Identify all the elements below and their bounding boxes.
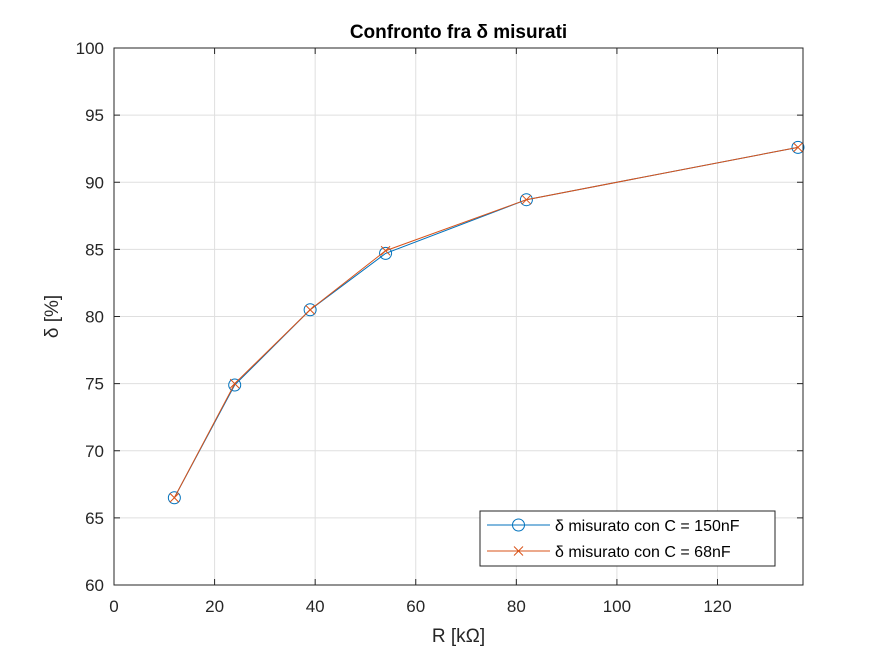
- y-tick-label: 70: [85, 442, 104, 461]
- data-point: [228, 378, 242, 392]
- series-layer: [167, 140, 805, 505]
- legend-label: δ misurato con C = 68nF: [555, 544, 731, 561]
- legend-label: δ misurato con C = 150nF: [555, 518, 740, 535]
- data-point: [519, 193, 533, 207]
- y-axis-title: δ [%]: [42, 295, 63, 338]
- data-point: [305, 304, 315, 315]
- x-tick-label: 120: [703, 597, 731, 616]
- x-tick-label: 60: [406, 597, 425, 616]
- y-tick-label: 90: [85, 173, 104, 192]
- data-point: [521, 194, 532, 205]
- y-tick-label: 85: [85, 240, 104, 259]
- data-point: [380, 245, 391, 256]
- chart-title: Confronto fra δ misurati: [350, 22, 567, 43]
- y-tick-label: 60: [85, 576, 104, 595]
- legend-marker: [512, 518, 525, 532]
- y-tick-label: 100: [76, 39, 104, 58]
- x-tick-label: 100: [603, 597, 631, 616]
- legend-item-1: δ misurato con C = 150nF: [487, 518, 740, 535]
- legend-box: [479, 510, 776, 567]
- x-axis-title: R [kΩ]: [432, 626, 485, 647]
- legend-marker: [513, 546, 524, 556]
- legend: δ misurato con C = 150nF δ misurato con C…: [479, 510, 776, 567]
- data-point: [791, 140, 805, 154]
- data-point: [793, 142, 803, 153]
- x-tick-label: 0: [109, 597, 118, 616]
- data-point: [167, 491, 181, 505]
- y-tick-label: 95: [85, 106, 104, 125]
- y-tick-label: 75: [85, 375, 104, 394]
- x-tick-label: 80: [507, 597, 526, 616]
- ticks: 0 20 40 60 80 100 120 60 65 70 75 80 85 90 95 100: [76, 39, 803, 616]
- y-tick-label: 65: [85, 509, 104, 528]
- x-tick-label: 40: [306, 597, 325, 616]
- data-point: [379, 246, 393, 260]
- series-2: [169, 142, 803, 503]
- data-point: [169, 492, 180, 503]
- data-point: [229, 378, 240, 389]
- x-tick-label: 20: [205, 597, 224, 616]
- data-point: [303, 303, 317, 317]
- legend-item-2: δ misurato con C = 68nF: [487, 544, 731, 561]
- y-tick-label: 80: [85, 308, 104, 327]
- series-line: [173, 146, 799, 498]
